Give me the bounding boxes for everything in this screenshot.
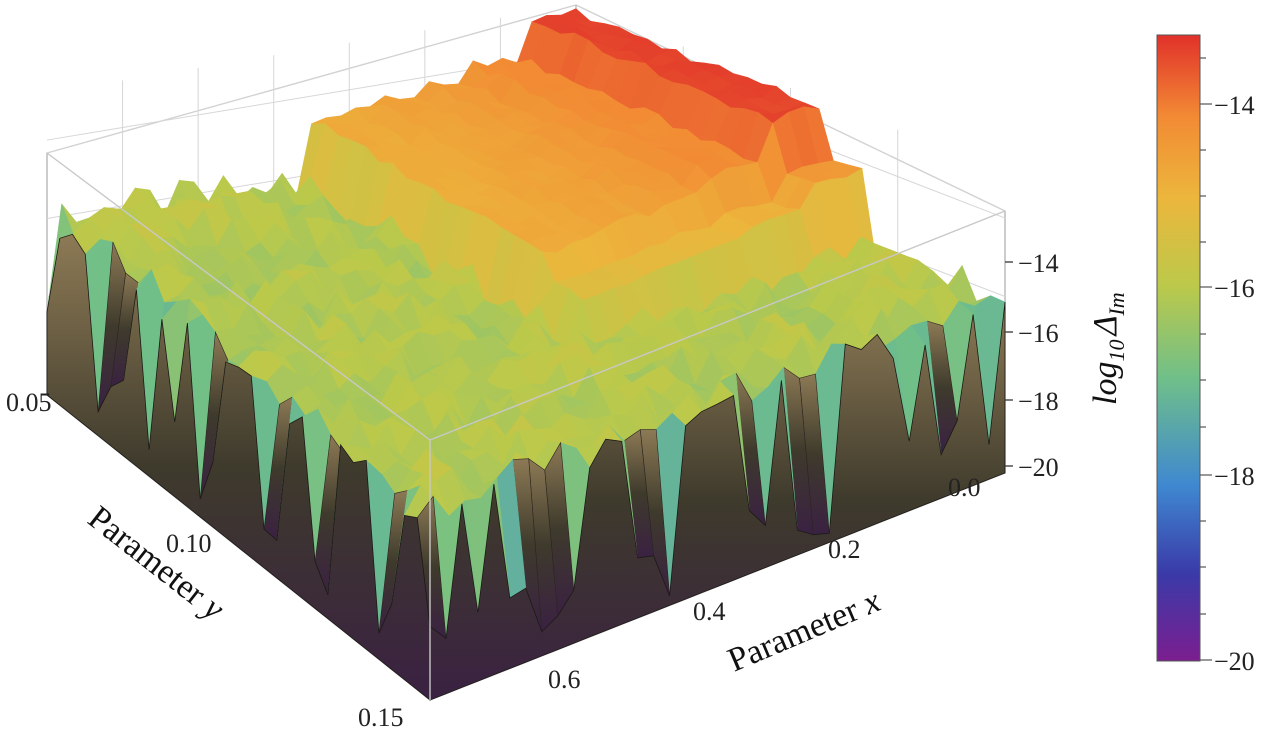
z-tick-1: −16 — [1018, 319, 1059, 348]
colorbar-tick-3: −20 — [1214, 647, 1255, 676]
colorbar-tick-0: −14 — [1214, 91, 1255, 120]
x-tick-1: 0.2 — [828, 535, 861, 564]
z-axis-title: log10ΔIm — [1087, 292, 1129, 405]
x-axis-ticks: 0.0 0.2 0.4 0.6 — [548, 473, 981, 694]
y-tick-0: 0.05 — [6, 388, 52, 417]
y-tick-1: 0.10 — [166, 529, 212, 558]
z-tick-2: −18 — [1018, 387, 1059, 416]
bounding-box-front — [46, 152, 1006, 700]
colorbar-gradient — [1156, 34, 1201, 662]
z-tick-0: −14 — [1018, 249, 1059, 278]
y-tick-2: 0.15 — [358, 703, 404, 732]
z-axis-ticks: −14 −16 −18 −20 — [1005, 249, 1059, 482]
surface-mesh — [46, 8, 1006, 701]
z-tick-3: −20 — [1018, 453, 1059, 482]
y-axis-ticks: 0.05 0.10 0.15 — [6, 388, 404, 732]
colorbar-tick-1: −16 — [1214, 274, 1255, 303]
colorbar: −14 −16 −18 −20 — [1156, 34, 1255, 676]
x-tick-3: 0.6 — [548, 665, 581, 694]
x-tick-0: 0.0 — [948, 473, 981, 502]
colorbar-tick-2: −18 — [1214, 462, 1255, 491]
x-axis-title: Parameter x — [723, 582, 886, 679]
x-tick-2: 0.4 — [693, 597, 726, 626]
